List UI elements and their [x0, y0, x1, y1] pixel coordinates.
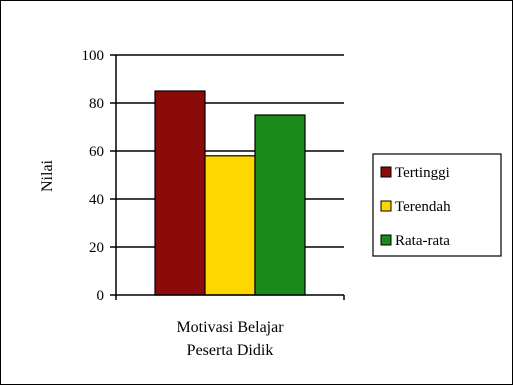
- category-label-line-2: Peserta Didik: [187, 342, 274, 359]
- legend-label: Rata-rata: [395, 233, 450, 249]
- y-tick-label: 20: [89, 240, 104, 256]
- legend-swatch-rata-rata: [380, 234, 392, 246]
- legend: Tertinggi Terendah Rata-rata: [372, 153, 502, 257]
- legend-swatch-tertinggi: [380, 166, 392, 178]
- legend-label: Terendah: [395, 199, 451, 215]
- legend-label: Tertinggi: [395, 165, 450, 181]
- legend-swatch-terendah: [380, 200, 392, 212]
- y-tick-label: 60: [89, 144, 104, 160]
- y-tick-label: 0: [97, 288, 105, 304]
- y-tick-label: 40: [89, 192, 104, 208]
- y-tick-label: 80: [89, 96, 104, 112]
- plot-area: 0 20 40 60 80 100: [82, 48, 345, 304]
- category-label-line-1: Motivasi Belajar: [176, 319, 284, 336]
- y-axis-label: Nilai: [39, 159, 56, 192]
- legend-box: [372, 153, 502, 257]
- bar-rata-rata: [254, 114, 306, 296]
- bar-terendah: [204, 155, 256, 296]
- bar-tertinggi: [154, 90, 206, 296]
- y-tick-label: 100: [82, 48, 105, 64]
